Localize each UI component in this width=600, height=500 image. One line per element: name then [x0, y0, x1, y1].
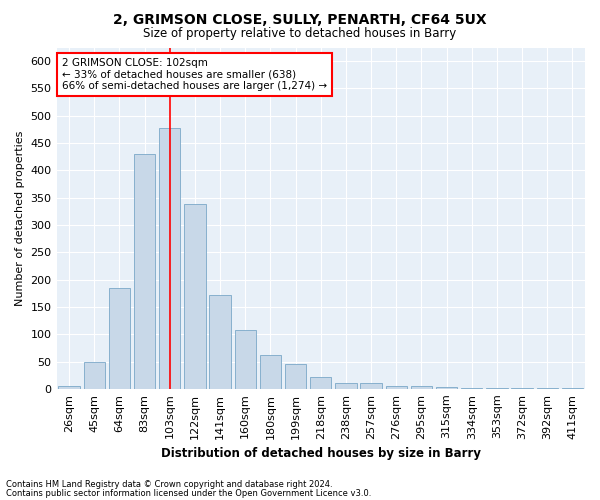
- Bar: [536, 388, 558, 389]
- Bar: [511, 388, 533, 389]
- X-axis label: Distribution of detached houses by size in Barry: Distribution of detached houses by size …: [161, 447, 481, 460]
- Bar: [562, 388, 583, 389]
- Text: 2 GRIMSON CLOSE: 102sqm
← 33% of detached houses are smaller (638)
66% of semi-d: 2 GRIMSON CLOSE: 102sqm ← 33% of detache…: [62, 58, 327, 91]
- Bar: [411, 386, 432, 389]
- Bar: [486, 388, 508, 389]
- Bar: [335, 384, 356, 389]
- Bar: [285, 364, 307, 389]
- Bar: [109, 288, 130, 389]
- Bar: [260, 355, 281, 389]
- Text: Contains public sector information licensed under the Open Government Licence v3: Contains public sector information licen…: [6, 489, 371, 498]
- Bar: [134, 154, 155, 389]
- Bar: [386, 386, 407, 389]
- Bar: [461, 388, 482, 389]
- Text: Size of property relative to detached houses in Barry: Size of property relative to detached ho…: [143, 28, 457, 40]
- Bar: [83, 362, 105, 389]
- Bar: [361, 384, 382, 389]
- Bar: [209, 295, 231, 389]
- Bar: [310, 377, 331, 389]
- Bar: [235, 330, 256, 389]
- Y-axis label: Number of detached properties: Number of detached properties: [15, 130, 25, 306]
- Bar: [436, 387, 457, 389]
- Bar: [58, 386, 80, 389]
- Bar: [184, 204, 206, 389]
- Bar: [159, 128, 181, 389]
- Text: 2, GRIMSON CLOSE, SULLY, PENARTH, CF64 5UX: 2, GRIMSON CLOSE, SULLY, PENARTH, CF64 5…: [113, 12, 487, 26]
- Text: Contains HM Land Registry data © Crown copyright and database right 2024.: Contains HM Land Registry data © Crown c…: [6, 480, 332, 489]
